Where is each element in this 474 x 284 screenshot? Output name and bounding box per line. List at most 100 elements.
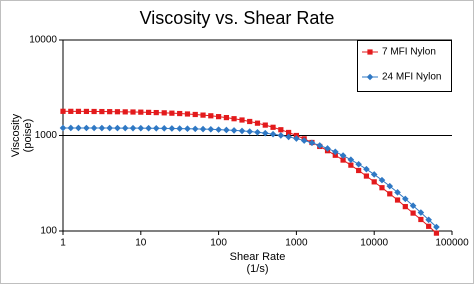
marker xyxy=(348,162,354,168)
marker xyxy=(231,116,237,122)
marker xyxy=(316,142,324,149)
marker xyxy=(254,128,261,136)
marker xyxy=(339,152,347,159)
y-tick-label: 1000 xyxy=(35,130,58,141)
marker xyxy=(340,157,346,163)
marker xyxy=(145,124,152,132)
marker xyxy=(402,195,409,203)
marker xyxy=(161,110,167,116)
marker xyxy=(216,114,222,120)
marker xyxy=(331,148,339,156)
marker xyxy=(184,125,191,133)
marker xyxy=(169,110,175,116)
marker xyxy=(277,132,285,139)
x-axis-title: Shear Rate xyxy=(230,251,286,263)
marker xyxy=(215,126,222,133)
marker xyxy=(417,209,425,216)
marker xyxy=(153,109,159,116)
marker xyxy=(129,124,137,132)
marker xyxy=(247,118,253,125)
marker xyxy=(137,124,145,132)
y-axis-title: (poise) xyxy=(22,119,34,153)
marker xyxy=(106,124,113,132)
legend-label: 24 MFI Nylon xyxy=(382,72,441,83)
marker xyxy=(138,109,144,115)
marker xyxy=(199,125,207,133)
marker xyxy=(426,223,432,229)
marker xyxy=(254,120,261,126)
series xyxy=(59,124,440,231)
x-tick-label: 10000 xyxy=(360,238,388,249)
marker xyxy=(409,202,417,210)
marker xyxy=(278,127,284,133)
marker xyxy=(130,109,136,115)
marker xyxy=(332,152,338,158)
marker xyxy=(83,124,90,132)
marker xyxy=(192,111,198,118)
marker xyxy=(293,135,300,142)
marker xyxy=(98,124,106,132)
marker xyxy=(121,124,129,132)
marker xyxy=(394,189,401,196)
marker xyxy=(425,216,432,224)
marker xyxy=(270,124,276,130)
y-tick-label: 10000 xyxy=(29,35,57,46)
marker xyxy=(223,114,230,121)
marker xyxy=(355,160,362,168)
marker xyxy=(239,117,245,123)
marker xyxy=(107,109,113,115)
y-axis-title: Viscosity xyxy=(10,113,22,157)
marker xyxy=(386,182,394,190)
marker xyxy=(363,173,370,179)
marker xyxy=(99,108,105,115)
marker xyxy=(230,127,238,134)
x-tick-label: 100000 xyxy=(435,238,469,249)
marker xyxy=(114,124,121,132)
marker xyxy=(152,124,160,132)
marker xyxy=(356,167,362,174)
marker xyxy=(91,108,97,115)
legend-box xyxy=(357,40,452,92)
marker xyxy=(418,216,424,223)
x-tick-label: 1 xyxy=(60,238,66,249)
marker xyxy=(308,139,316,147)
marker xyxy=(75,108,82,114)
marker xyxy=(378,176,386,184)
marker xyxy=(269,130,277,138)
x-tick-label: 100 xyxy=(210,238,227,249)
marker xyxy=(286,129,292,136)
marker xyxy=(262,122,268,128)
marker xyxy=(285,133,292,141)
marker xyxy=(394,197,401,203)
marker xyxy=(90,124,98,132)
chart-title: Viscosity vs. Shear Rate xyxy=(140,8,335,28)
marker xyxy=(146,109,152,115)
marker xyxy=(370,171,378,178)
marker xyxy=(261,129,269,137)
marker xyxy=(200,112,206,118)
marker xyxy=(410,210,416,216)
marker xyxy=(59,124,67,132)
marker xyxy=(387,191,393,197)
marker xyxy=(67,124,75,132)
marker xyxy=(300,137,308,144)
marker xyxy=(208,113,214,119)
marker xyxy=(347,156,355,163)
marker xyxy=(379,185,385,191)
legend-marker xyxy=(367,49,373,55)
marker xyxy=(433,223,440,231)
marker xyxy=(168,125,176,132)
marker xyxy=(402,204,408,210)
x-tick-label: 10 xyxy=(135,238,147,249)
marker xyxy=(176,125,183,132)
marker xyxy=(371,179,377,185)
marker xyxy=(177,110,183,117)
x-axis-title: (1/s) xyxy=(247,263,269,275)
marker xyxy=(191,125,199,133)
legend-marker xyxy=(366,73,374,81)
x-tick-label: 1000 xyxy=(285,238,308,249)
legend: 7 MFI Nylon 24 MFI Nylon xyxy=(357,40,452,92)
y-tick-label: 100 xyxy=(40,226,57,237)
marker xyxy=(207,126,215,133)
